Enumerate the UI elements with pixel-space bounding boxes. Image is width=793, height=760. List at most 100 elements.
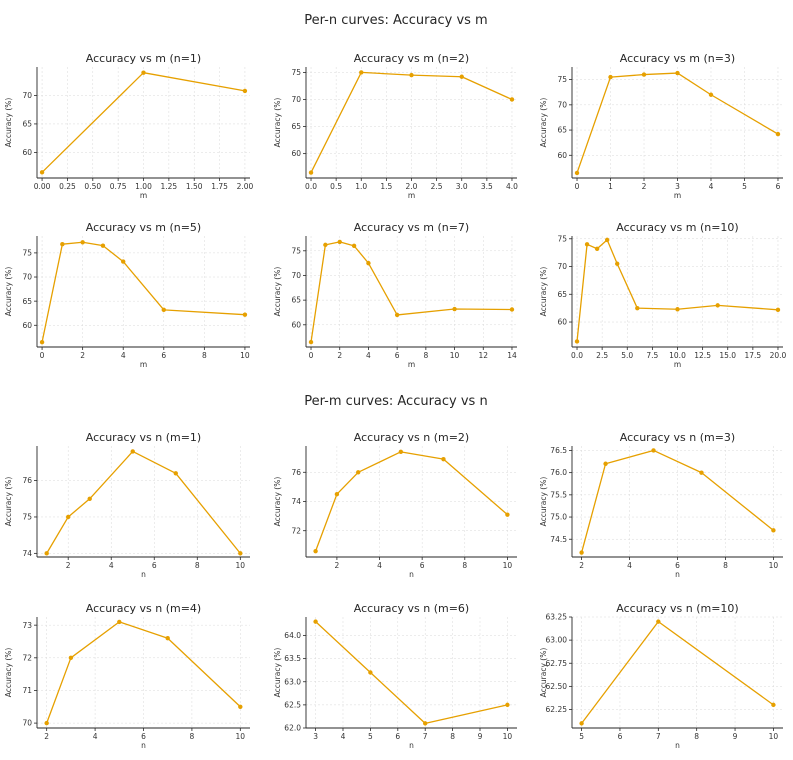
data-point	[452, 306, 457, 312]
x-tick-label: 1.5	[380, 182, 392, 191]
series-line	[314, 451, 508, 552]
chart-title: Accuracy vs m (n=3)	[620, 52, 735, 65]
x-tick-label: 2	[335, 561, 340, 570]
chart-title: Accuracy vs n (m=3)	[620, 431, 735, 444]
x-axis-label: n	[141, 741, 146, 750]
series-line	[41, 241, 245, 343]
data-point	[771, 702, 776, 708]
data-point	[100, 243, 106, 248]
y-tick-label: 75	[22, 513, 32, 522]
data-point	[409, 72, 414, 78]
data-point	[398, 449, 404, 455]
section-title-per-m: Per-m curves: Accuracy vs n	[304, 394, 487, 409]
y-tick-label: 63.00	[546, 636, 568, 645]
data-point	[80, 240, 85, 245]
x-axis-label: m	[674, 191, 681, 200]
x-tick-label: 0.5	[330, 182, 342, 191]
data-point	[505, 512, 510, 517]
y-tick-label: 60	[22, 321, 32, 330]
data-point	[337, 239, 342, 245]
x-tick-label: 0	[575, 182, 580, 191]
y-tick-label: 62.75	[546, 659, 568, 668]
data-point	[594, 246, 600, 251]
data-point	[117, 619, 122, 625]
data-point	[699, 470, 704, 475]
y-axis-label: Accuracy (%)	[539, 477, 548, 527]
x-tick-label: 10.0	[669, 351, 686, 360]
series-line	[581, 620, 774, 724]
data-point	[394, 312, 400, 318]
y-axis-label: Accuracy (%)	[273, 477, 282, 527]
chart-title: Accuracy vs n (m=1)	[86, 431, 201, 444]
data-point	[423, 721, 428, 726]
y-tick-label: 70	[22, 91, 32, 100]
x-tick-label: 1.0	[355, 182, 367, 191]
x-tick-label: 0.00	[34, 182, 51, 191]
x-tick-label: 2.00	[237, 182, 254, 191]
data-point	[775, 131, 781, 137]
x-tick-label: 4	[366, 351, 371, 360]
data-point	[509, 307, 515, 312]
chart-panel-6: Accuracy vs m (n=10) 0.0 2.5 5.0 7.5 10.0 12.5…	[539, 221, 787, 369]
y-axis-label: Accuracy (%)	[273, 98, 282, 148]
x-tick-label: 1	[608, 182, 613, 191]
chart-panel-3: Accuracy vs m (n=3) 0 1 2 3 4 5 6 60 65 70 75 m Accur…	[539, 52, 783, 200]
chart-title: Accuracy vs n (m=6)	[354, 602, 469, 615]
x-tick-label: 5	[742, 182, 747, 191]
y-tick-label: 70	[22, 719, 32, 728]
y-tick-label: 70	[22, 273, 32, 282]
data-point	[656, 619, 661, 624]
x-tick-label: 0	[309, 351, 314, 360]
x-tick-label: 8	[190, 732, 195, 741]
x-tick-label: 3	[675, 182, 680, 191]
x-tick-label: 6	[675, 561, 680, 570]
data-point	[715, 303, 720, 308]
x-axis-label: m	[408, 360, 415, 369]
data-point	[459, 74, 464, 79]
x-axis-label: m	[140, 191, 147, 200]
x-tick-label: 3.0	[456, 182, 468, 191]
x-tick-label: 10	[450, 351, 460, 360]
y-tick-label: 75	[557, 234, 567, 243]
y-tick-label: 70	[291, 95, 301, 104]
y-tick-label: 60	[291, 149, 301, 158]
x-tick-label: 5	[368, 732, 373, 741]
chart-title: Accuracy vs n (m=2)	[354, 431, 469, 444]
y-tick-label: 75	[291, 246, 301, 255]
chart-panel-11: Accuracy vs n (m=6) 3 4 5 6 7 8 9 10 62.0 62.5 63.0…	[273, 602, 517, 750]
x-tick-label: 1.50	[186, 182, 203, 191]
x-tick-label: 2.0	[406, 182, 418, 191]
x-tick-label: 2	[337, 351, 342, 360]
y-tick-label: 76	[291, 468, 301, 477]
x-tick-label: 0.0	[571, 351, 583, 360]
chart-panel-10: Accuracy vs n (m=4) 2 4 6 8 10 70 71 72 73 n Accura…	[4, 602, 250, 750]
data-point	[238, 704, 243, 709]
data-point	[574, 339, 580, 344]
data-point	[608, 74, 613, 80]
chart-panel-5: Accuracy vs m (n=7) 0 2 4 6 8 10 12 14 60 65 70 75 m A…	[273, 221, 517, 369]
x-tick-label: 12	[478, 351, 488, 360]
x-tick-label: 1.25	[161, 182, 178, 191]
y-tick-label: 60	[557, 318, 567, 327]
data-point	[323, 242, 328, 248]
data-point	[242, 88, 248, 94]
x-tick-label: 3	[313, 732, 318, 741]
chart-panel-8: Accuracy vs n (m=2) 2 4 6 8 10 72 74 76 n Accuracy…	[273, 431, 517, 579]
x-tick-label: 6	[141, 732, 146, 741]
chart-panel-4: Accuracy vs m (n=5) 0 2 4 6 8 10 60 65 70 75 m Accur…	[4, 221, 250, 369]
x-tick-label: 1.00	[135, 182, 152, 191]
data-point	[141, 70, 146, 75]
y-tick-label: 65	[22, 297, 32, 306]
data-point	[308, 170, 314, 175]
data-point	[238, 551, 243, 556]
data-point	[334, 491, 340, 497]
x-tick-label: 9	[733, 732, 738, 741]
data-point	[579, 721, 584, 726]
data-point	[441, 456, 446, 462]
y-tick-label: 62.5	[284, 700, 301, 709]
chart-title: Accuracy vs m (n=7)	[354, 221, 469, 234]
y-tick-label: 60	[22, 148, 32, 157]
chart-panel-1: Accuracy vs m (n=1) 0.00 0.25 0.50 0.75 1.00 1…	[4, 52, 254, 200]
y-tick-label: 65	[291, 122, 301, 131]
